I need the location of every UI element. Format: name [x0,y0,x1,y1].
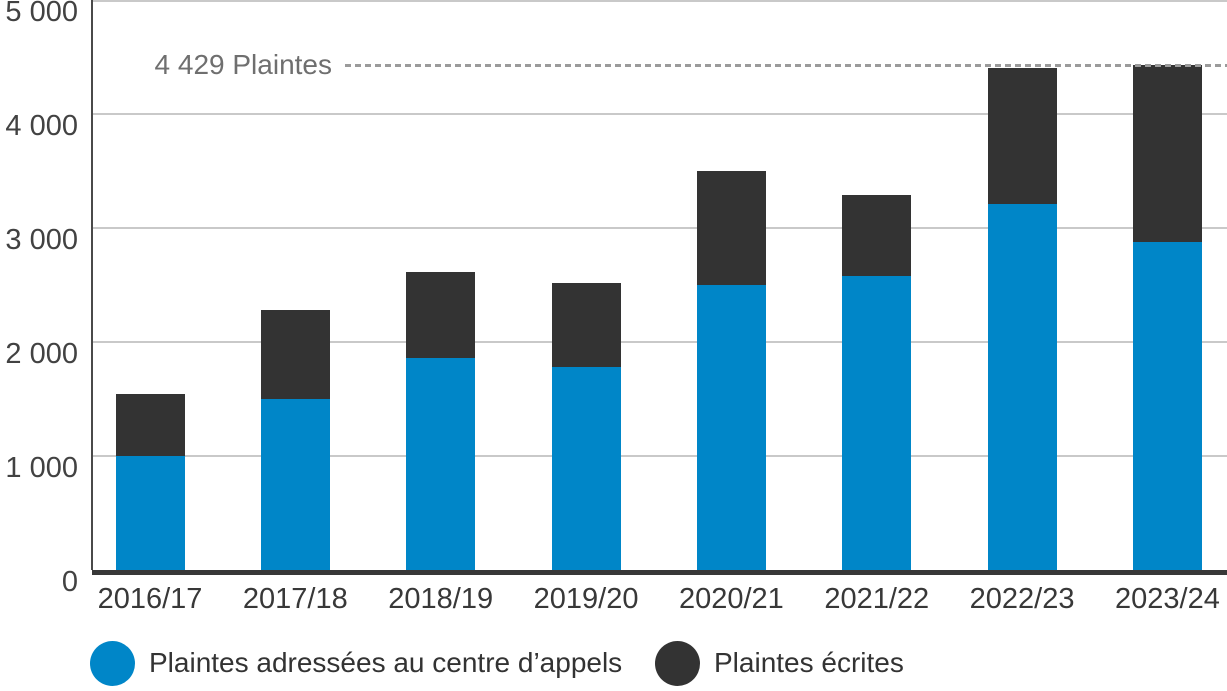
bar-written-2017-18 [260,310,330,399]
legend-swatch-calls-icon [90,640,135,686]
bar-calls-2017-18 [260,399,330,570]
gridline-4000 [92,113,1227,115]
bar-written-2019-20 [551,282,621,368]
bar-written-2020-21 [696,171,766,285]
bar-written-2016-17 [115,394,185,456]
legend-label-calls: Plaintes adressées au centre d’appels [149,647,623,678]
plot-area [92,0,1227,570]
legend-swatch-written-icon [655,640,700,686]
bar-calls-2019-20 [551,367,621,570]
bar-calls-2023-24 [1132,241,1202,570]
x-tick-label-2019-20: 2019/20 [533,583,639,615]
bar-written-2018-19 [406,272,476,358]
bar-calls-2016-17 [115,456,185,570]
bar-written-2021-22 [842,194,912,276]
gridline-5000 [92,0,1227,2]
annotation-dashed-line [345,64,1227,68]
y-tick-label-1000: 1 000 [5,452,78,484]
bar-calls-2021-22 [842,275,912,570]
x-tick-label-2016-17: 2016/17 [97,583,203,615]
y-tick-label-3000: 3 000 [5,224,78,256]
bar-calls-2020-21 [696,285,766,570]
x-tick-label-2020-21: 2020/21 [678,583,784,615]
y-axis-line [91,0,93,570]
x-tick-label-2017-18: 2017/18 [242,583,348,615]
x-tick-label-2022-23: 2022/23 [969,583,1075,615]
legend-label-written: Plaintes écrites [714,647,904,678]
y-tick-label-2000: 2 000 [5,338,78,370]
bar-written-2023-24 [1132,65,1202,242]
x-tick-label-2018-19: 2018/19 [388,583,494,615]
x-tick-label-2023-24: 2023/24 [1115,583,1220,615]
x-axis-line [92,570,1227,575]
gridline-1000 [92,455,1227,457]
legend: Plaintes adressées au centre d’appels Pl… [0,640,1227,688]
legend-item-written: Plaintes écrites [655,640,904,686]
gridline-3000 [92,227,1227,229]
legend-item-calls: Plaintes adressées au centre d’appels [90,640,622,686]
gridline-2000 [92,341,1227,343]
annotation-label: 4 429 Plaintes [154,49,332,81]
bar-written-2022-23 [987,68,1057,205]
x-tick-label-2021-22: 2021/22 [824,583,930,615]
y-tick-label-5000: 5 000 [5,0,78,28]
y-tick-label-0: 0 [61,566,78,598]
bar-calls-2018-19 [406,357,476,570]
bar-calls-2022-23 [987,204,1057,570]
y-tick-label-4000: 4 000 [5,110,78,142]
